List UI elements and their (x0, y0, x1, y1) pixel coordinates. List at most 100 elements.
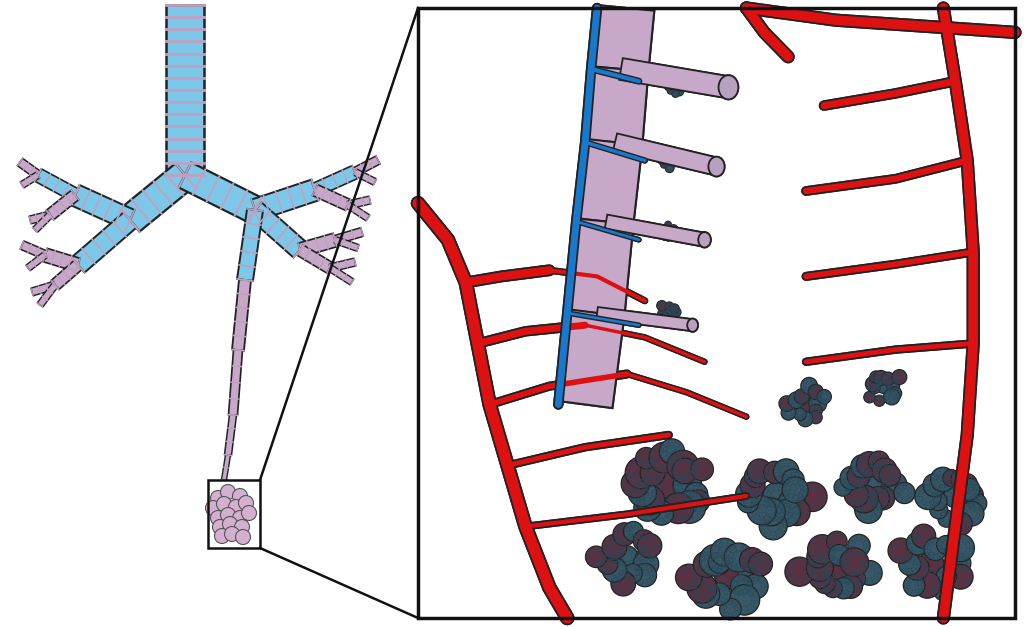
Circle shape (633, 551, 658, 577)
Polygon shape (347, 196, 371, 209)
Circle shape (934, 582, 952, 601)
Polygon shape (594, 5, 654, 71)
Polygon shape (328, 265, 354, 285)
Circle shape (817, 389, 831, 404)
Circle shape (637, 534, 662, 558)
Circle shape (649, 442, 680, 473)
Circle shape (848, 534, 870, 557)
Circle shape (950, 553, 971, 574)
Polygon shape (37, 283, 57, 307)
Circle shape (884, 389, 900, 405)
Circle shape (798, 482, 827, 512)
Circle shape (602, 534, 627, 559)
Circle shape (869, 382, 881, 394)
Circle shape (659, 312, 670, 322)
Ellipse shape (719, 75, 738, 100)
Polygon shape (569, 219, 634, 315)
Circle shape (833, 577, 854, 599)
Circle shape (924, 538, 946, 561)
Circle shape (213, 520, 227, 534)
Circle shape (808, 384, 823, 399)
Circle shape (872, 458, 897, 483)
Circle shape (670, 156, 678, 164)
Circle shape (693, 551, 720, 577)
Circle shape (211, 490, 225, 505)
Polygon shape (558, 310, 625, 408)
Circle shape (211, 510, 225, 525)
Circle shape (743, 574, 768, 599)
Circle shape (808, 535, 837, 564)
Circle shape (687, 573, 717, 603)
Circle shape (834, 478, 852, 496)
Circle shape (220, 485, 236, 500)
Circle shape (866, 487, 890, 510)
Circle shape (943, 484, 967, 508)
Circle shape (666, 80, 673, 87)
Circle shape (656, 300, 667, 311)
Circle shape (930, 501, 948, 519)
Bar (418, 8, 1015, 618)
Circle shape (847, 465, 870, 488)
Circle shape (659, 226, 666, 233)
Circle shape (666, 164, 674, 172)
Polygon shape (224, 414, 237, 455)
Circle shape (628, 478, 656, 507)
Circle shape (708, 582, 730, 606)
Polygon shape (298, 233, 337, 256)
Bar (208, 480, 260, 548)
Circle shape (670, 235, 676, 241)
Circle shape (206, 500, 220, 515)
Circle shape (748, 496, 776, 525)
Circle shape (692, 581, 720, 608)
Circle shape (823, 579, 843, 598)
Circle shape (859, 472, 884, 496)
Circle shape (667, 450, 698, 482)
Circle shape (729, 584, 760, 615)
Circle shape (676, 229, 684, 237)
Circle shape (798, 411, 813, 427)
Circle shape (883, 472, 907, 497)
Circle shape (633, 564, 656, 587)
Circle shape (673, 491, 706, 524)
Circle shape (636, 486, 665, 515)
Circle shape (624, 522, 643, 541)
Circle shape (666, 318, 673, 325)
Circle shape (636, 448, 657, 469)
Circle shape (670, 304, 679, 314)
Circle shape (778, 490, 805, 517)
Polygon shape (26, 252, 47, 271)
Circle shape (879, 465, 900, 486)
Polygon shape (588, 66, 648, 144)
Circle shape (773, 499, 801, 527)
Circle shape (892, 370, 907, 384)
Circle shape (675, 87, 684, 96)
Polygon shape (179, 162, 261, 223)
Circle shape (899, 553, 921, 575)
Circle shape (604, 541, 624, 561)
Circle shape (670, 224, 678, 233)
Circle shape (873, 371, 889, 386)
Circle shape (826, 531, 847, 552)
Circle shape (783, 499, 810, 525)
Circle shape (665, 83, 672, 90)
Polygon shape (20, 172, 40, 188)
Polygon shape (31, 281, 56, 296)
Circle shape (864, 391, 876, 403)
Circle shape (640, 461, 665, 486)
Ellipse shape (698, 232, 711, 248)
Circle shape (951, 470, 970, 488)
Polygon shape (596, 307, 693, 331)
Circle shape (626, 456, 657, 489)
Circle shape (781, 406, 796, 420)
Circle shape (615, 545, 638, 568)
Circle shape (671, 79, 679, 87)
Circle shape (828, 545, 850, 566)
Circle shape (923, 473, 946, 497)
Circle shape (846, 569, 865, 589)
Circle shape (749, 552, 772, 576)
Polygon shape (605, 214, 706, 246)
Circle shape (929, 492, 947, 510)
Circle shape (758, 498, 785, 526)
Circle shape (782, 469, 804, 491)
Circle shape (239, 495, 254, 510)
